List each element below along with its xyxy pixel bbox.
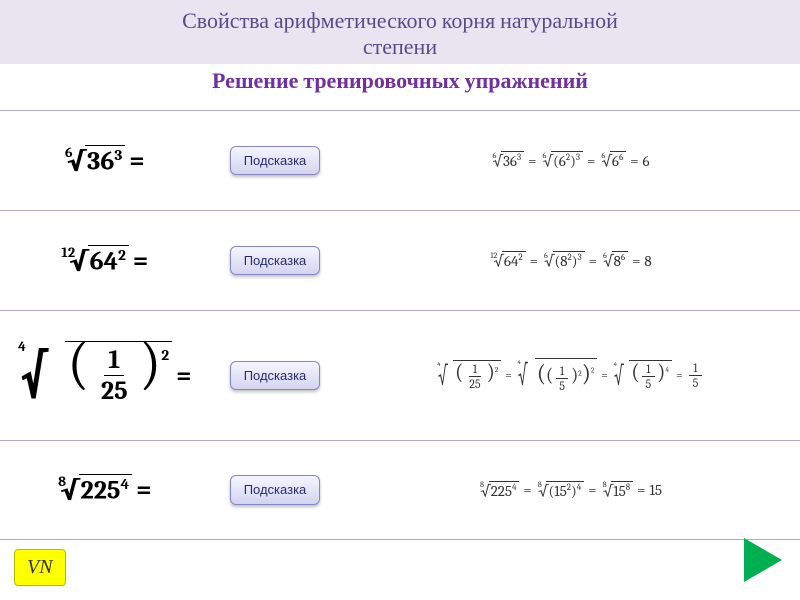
solution-expr: 12√642 = 6√(82)3 = 6√86 = 8 bbox=[340, 251, 800, 270]
solution-expr: 8√2254 = 8√(152)4 = 8√158 = 15 bbox=[340, 481, 800, 500]
page-title-line2: степени bbox=[0, 34, 800, 60]
exercise-row: 8 √ 2254 = Подсказка 8√2254 = 8√(152)4 =… bbox=[0, 440, 800, 540]
problem-expr: 12 √ 642 = bbox=[0, 245, 210, 277]
problem-expr: 8 √ 2254 = bbox=[0, 474, 210, 506]
hint-button[interactable]: Подсказка bbox=[230, 475, 320, 505]
header-band: Свойства арифметического корня натуральн… bbox=[0, 0, 800, 64]
exercise-row: 6 √ 363 = Подсказка 6√363 = 6√(62)3 = 6√… bbox=[0, 110, 800, 210]
exercise-row: 4 √ ( 125 )2 = Подсказка 4 √ (125)2 = 4 bbox=[0, 310, 800, 440]
page-title-line1: Свойства арифметического корня натуральн… bbox=[0, 8, 800, 34]
author-badge: VN bbox=[14, 549, 66, 586]
hint-button[interactable]: Подсказка bbox=[230, 146, 320, 176]
page-subtitle: Решение тренировочных упражнений bbox=[0, 68, 800, 94]
hint-button[interactable]: Подсказка bbox=[230, 246, 320, 276]
solution-expr: 6√363 = 6√(62)3 = 6√66 = 6 bbox=[340, 151, 800, 170]
problem-expr: 6 √ 363 = bbox=[0, 145, 210, 177]
next-arrow-icon[interactable] bbox=[744, 538, 782, 582]
exercise-row: 12 √ 642 = Подсказка 12√642 = 6√(82)3 = … bbox=[0, 210, 800, 310]
exercise-rows: 6 √ 363 = Подсказка 6√363 = 6√(62)3 = 6√… bbox=[0, 110, 800, 540]
hint-button[interactable]: Подсказка bbox=[230, 361, 320, 391]
solution-expr: 4 √ (125)2 = 4 √ ((15)2)2 = 4 √ (15)4 = … bbox=[340, 358, 800, 393]
problem-expr: 4 √ ( 125 )2 = bbox=[0, 340, 210, 412]
